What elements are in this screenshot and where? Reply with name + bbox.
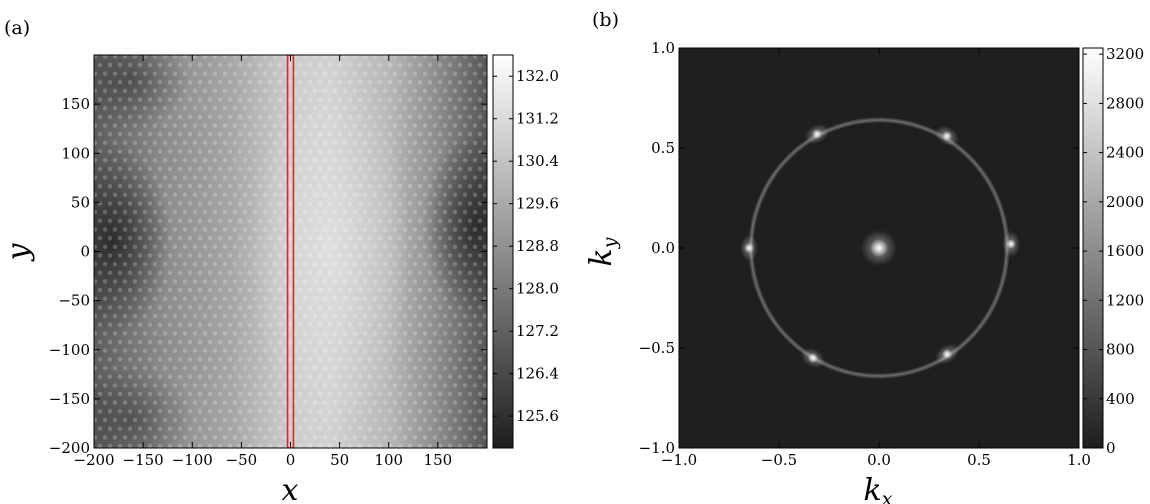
panel-b-ytick-label: 0.0 (651, 239, 675, 257)
panel-b-bragg-peak (808, 353, 818, 363)
panel-a-cbtick-label: 130.4 (516, 152, 559, 170)
panel-b-cbtick-label: 2400 (1106, 144, 1144, 162)
panel-a-cbtick-label: 129.6 (516, 195, 559, 213)
panel-a-ytick-label: −50 (58, 292, 90, 310)
panel-b-bragg-peak (942, 131, 952, 141)
panel-a-colorbar (492, 54, 514, 449)
panel-b-ytick-label: 0.5 (651, 139, 675, 157)
panel-a-ytick-label: 150 (61, 95, 90, 113)
panel-a-lattice (94, 55, 487, 448)
panel-a-xlabel: x (282, 473, 299, 504)
panel-a-cbtick-label: 131.2 (516, 110, 559, 128)
panel-a-xtick-label: 0 (286, 451, 296, 469)
panel-a-cbtick-label: 132.0 (516, 67, 559, 85)
panel-b-ytick-label: 1.0 (651, 39, 675, 57)
panel-b-ticks: −1.0 −0.5 0.0 0.5 1.0 −1.0 −0.5 0.0 0.5 1.0 (639, 39, 1091, 469)
panel-b-xtick-label: 0.5 (967, 451, 991, 469)
panel-b-xlabel-main: k (864, 473, 882, 504)
panel-a-cbtick-label: 125.6 (516, 407, 559, 425)
panel-b-xlabel-sub: x (882, 488, 893, 504)
panel-b-cbtick-label: 2000 (1106, 193, 1144, 211)
panel-b-colorbar-ticks: 0 400 800 1200 1600 2000 2400 2800 3200 (1083, 45, 1144, 457)
panel-a-ticks: −200 −150 −100 −50 0 50 100 150 −200 −150 −100 −50 0… (49, 55, 487, 469)
panel-a-ytick-label: 100 (61, 144, 90, 162)
panel-a-cbtick-label: 128.0 (516, 280, 559, 298)
panel-b-xlabel: kx (864, 473, 893, 504)
panel-b-bragg-peak (812, 129, 822, 139)
panel-b-xtick-label: −1.0 (661, 451, 697, 469)
panel-a-ytick-label: −200 (49, 439, 90, 457)
panel-b-ytick-label: −0.5 (639, 339, 675, 357)
panel-b-heatmap (679, 48, 1079, 448)
panel-b-cbtick-label: 800 (1106, 341, 1135, 359)
panel-b-cbtick-label: 1600 (1106, 242, 1144, 260)
panel-a-cbtick-label: 126.4 (516, 365, 559, 383)
panel-b-cbtick-label: 400 (1106, 390, 1135, 408)
panel-a-ylabel: y (1, 242, 36, 262)
panel-b-bragg-peak (744, 243, 754, 253)
panel-b-bragg-peaks (740, 123, 1021, 369)
panel-a-heatmap (94, 55, 487, 448)
panel-b-label: (b) (592, 9, 619, 31)
panel-b-bragg-peak (1006, 239, 1016, 249)
panel-a-xtick-label: −50 (226, 451, 258, 469)
panel-a-ytick-label: −150 (49, 390, 90, 408)
panel-b-ylabel: ky (584, 237, 621, 266)
panel-b-ytick-label: −1.0 (639, 439, 675, 457)
panel-b-cbtick-label: 0 (1106, 439, 1116, 457)
panel-a-label: (a) (4, 17, 30, 39)
panel-a-ytick-label: −100 (49, 341, 90, 359)
panel-a-ytick-label: 50 (71, 193, 90, 211)
panel-a-cbtick-label: 128.8 (516, 237, 559, 255)
panel-b-cbtick-label: 1200 (1106, 291, 1144, 309)
panel-a-highlight-strip (286, 55, 295, 448)
panel-b-ylabel-main: k (584, 248, 619, 266)
panel-a-cbtick-label: 127.2 (516, 322, 559, 340)
panel-b-cbtick-label: 2800 (1106, 94, 1144, 112)
panel-b-xtick-label: 1.0 (1067, 451, 1091, 469)
panel-b-colorbar (1082, 47, 1104, 449)
panel-b-xtick-label: −0.5 (761, 451, 797, 469)
panel-b-central-peak (870, 239, 888, 257)
panel-a-xtick-label: −200 (73, 451, 114, 469)
panel-b-cbtick-label: 3200 (1106, 45, 1144, 63)
panel-a-xtick-label: −150 (123, 451, 164, 469)
panel-b-bragg-peak (942, 349, 952, 359)
panel-a-ytick-label: 0 (80, 243, 90, 261)
panel-a-colorbar-ticks: 125.6 126.4 127.2 128.0 128.8 129.6 130.4 131.2… (493, 67, 559, 425)
panel-a-xtick-label: 50 (330, 451, 349, 469)
panel-b-xtick-label: 0.0 (867, 451, 891, 469)
panel-b-ylabel-sub: y (599, 237, 621, 249)
panel-a-xtick-label: −100 (172, 451, 213, 469)
panel-a-xtick-label: 100 (374, 451, 403, 469)
panel-a-xtick-label: 150 (424, 451, 453, 469)
